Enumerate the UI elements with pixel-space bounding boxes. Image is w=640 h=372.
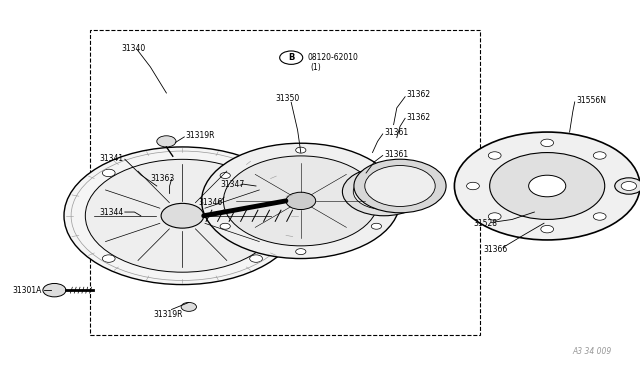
Text: B: B — [288, 53, 294, 62]
Text: 31366: 31366 — [483, 245, 508, 254]
Circle shape — [490, 153, 605, 219]
Circle shape — [593, 213, 606, 220]
Circle shape — [286, 192, 316, 209]
Circle shape — [250, 255, 262, 262]
Text: A3 34 009: A3 34 009 — [573, 347, 612, 356]
Text: 31361: 31361 — [384, 150, 408, 159]
Text: 31319R: 31319R — [154, 310, 183, 319]
Circle shape — [488, 213, 501, 220]
Text: 31363: 31363 — [150, 174, 175, 183]
Text: 31362: 31362 — [406, 90, 431, 99]
Text: 31556N: 31556N — [576, 96, 606, 105]
Circle shape — [467, 182, 479, 190]
Circle shape — [621, 182, 637, 190]
Circle shape — [353, 174, 415, 209]
Circle shape — [296, 248, 306, 254]
Circle shape — [541, 225, 554, 233]
Circle shape — [102, 169, 115, 177]
Text: 31346: 31346 — [198, 198, 223, 207]
Text: 31347: 31347 — [221, 180, 245, 189]
Text: 31350: 31350 — [275, 94, 300, 103]
Circle shape — [220, 173, 230, 179]
Circle shape — [488, 152, 501, 159]
Text: 31341: 31341 — [99, 154, 124, 163]
Circle shape — [181, 302, 196, 311]
Circle shape — [220, 223, 230, 229]
Circle shape — [85, 159, 280, 272]
Text: 31361: 31361 — [384, 128, 408, 137]
Circle shape — [64, 147, 301, 285]
Circle shape — [593, 152, 606, 159]
Circle shape — [615, 182, 628, 190]
Circle shape — [371, 223, 381, 229]
Text: 08120-62010: 08120-62010 — [307, 53, 358, 62]
Circle shape — [371, 173, 381, 179]
Bar — [90, 30, 480, 335]
Circle shape — [529, 175, 566, 197]
Circle shape — [102, 255, 115, 262]
Circle shape — [365, 166, 435, 206]
Circle shape — [342, 167, 426, 216]
Text: 31301A: 31301A — [13, 286, 42, 295]
Circle shape — [541, 139, 554, 147]
Circle shape — [202, 143, 400, 259]
Text: (1): (1) — [310, 63, 321, 72]
Text: 31340: 31340 — [122, 44, 146, 53]
Text: 31528: 31528 — [474, 219, 498, 228]
Text: 31344: 31344 — [99, 208, 124, 217]
Circle shape — [223, 156, 378, 246]
Text: 31319R: 31319R — [186, 131, 215, 140]
Circle shape — [43, 283, 66, 297]
Circle shape — [157, 136, 176, 147]
Circle shape — [296, 147, 306, 153]
Circle shape — [161, 203, 204, 228]
Circle shape — [354, 159, 446, 213]
Text: 31362: 31362 — [406, 113, 431, 122]
Circle shape — [454, 132, 640, 240]
Circle shape — [250, 169, 262, 177]
Circle shape — [615, 178, 640, 194]
